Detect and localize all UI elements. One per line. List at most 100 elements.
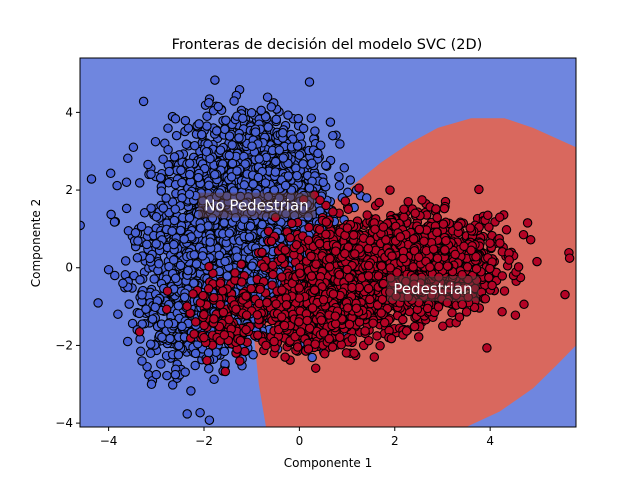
- data-point-pedestrian: [328, 207, 338, 217]
- data-point-pedestrian: [343, 204, 354, 215]
- data-point-no-pedestrian: [202, 111, 212, 122]
- data-point-no-pedestrian: [146, 169, 156, 179]
- data-point-pedestrian: [522, 218, 533, 228]
- data-point-pedestrian: [375, 341, 385, 351]
- data-point-pedestrian: [376, 261, 387, 271]
- data-point-no-pedestrian: [239, 180, 250, 190]
- data-point-pedestrian: [485, 238, 495, 248]
- data-point-no-pedestrian: [120, 256, 131, 266]
- data-point-pedestrian: [314, 238, 325, 249]
- data-point-no-pedestrian: [155, 173, 166, 183]
- data-point-pedestrian: [417, 195, 427, 205]
- data-point-no-pedestrian: [123, 153, 133, 164]
- data-point-no-pedestrian: [173, 301, 184, 311]
- data-point-no-pedestrian: [232, 166, 242, 176]
- data-point-no-pedestrian: [128, 142, 139, 153]
- data-point-pedestrian: [362, 210, 372, 220]
- data-point-no-pedestrian: [183, 265, 193, 276]
- data-point-no-pedestrian: [193, 172, 204, 183]
- data-point-pedestrian: [422, 303, 433, 314]
- data-point-no-pedestrian: [310, 126, 320, 136]
- data-point-no-pedestrian: [151, 369, 162, 380]
- data-point-pedestrian: [321, 229, 331, 240]
- data-point-pedestrian: [497, 307, 507, 317]
- data-point-pedestrian: [287, 218, 297, 229]
- data-point-no-pedestrian: [271, 114, 282, 125]
- data-point-no-pedestrian: [141, 304, 151, 314]
- data-point-pedestrian: [454, 312, 465, 322]
- data-point-no-pedestrian: [151, 212, 162, 222]
- data-point-no-pedestrian: [335, 139, 345, 149]
- data-point-no-pedestrian: [313, 148, 323, 159]
- data-point-no-pedestrian: [204, 97, 214, 108]
- data-point-pedestrian: [398, 314, 408, 325]
- data-point-no-pedestrian: [163, 144, 173, 155]
- data-point-no-pedestrian: [247, 141, 257, 151]
- data-point-pedestrian: [257, 247, 267, 258]
- data-point-no-pedestrian: [132, 253, 143, 263]
- data-point-no-pedestrian: [246, 108, 257, 118]
- data-point-no-pedestrian: [179, 292, 190, 303]
- data-point-pedestrian: [564, 253, 575, 263]
- data-point-no-pedestrian: [133, 236, 143, 246]
- data-point-no-pedestrian: [86, 174, 97, 184]
- data-point-pedestrian: [363, 260, 374, 271]
- data-point-no-pedestrian: [205, 237, 215, 247]
- data-point-pedestrian: [482, 343, 492, 353]
- data-point-no-pedestrian: [145, 253, 155, 264]
- data-point-no-pedestrian: [175, 260, 186, 271]
- data-point-no-pedestrian: [151, 239, 161, 249]
- data-point-no-pedestrian: [174, 340, 184, 351]
- data-point-no-pedestrian: [256, 105, 266, 116]
- data-point-no-pedestrian: [321, 160, 331, 171]
- data-point-pedestrian: [438, 321, 448, 331]
- data-point-no-pedestrian: [106, 209, 116, 220]
- data-point-no-pedestrian: [197, 251, 208, 261]
- data-point-pedestrian: [447, 308, 457, 318]
- data-point-no-pedestrian: [154, 259, 164, 269]
- data-point-no-pedestrian: [210, 169, 220, 180]
- data-point-no-pedestrian: [224, 228, 235, 238]
- data-point-pedestrian: [321, 217, 332, 227]
- data-point-no-pedestrian: [204, 180, 214, 191]
- data-point-pedestrian: [324, 262, 335, 272]
- data-point-no-pedestrian: [184, 158, 195, 169]
- data-point-pedestrian: [363, 243, 374, 254]
- data-point-no-pedestrian: [189, 250, 199, 260]
- data-point-no-pedestrian: [184, 169, 195, 180]
- data-point-pedestrian: [369, 352, 380, 362]
- data-point-no-pedestrian: [137, 290, 147, 300]
- data-point-no-pedestrian: [278, 128, 288, 138]
- data-point-no-pedestrian: [234, 133, 244, 143]
- data-point-no-pedestrian: [112, 180, 122, 191]
- data-point-pedestrian: [465, 223, 475, 233]
- data-point-pedestrian: [365, 294, 375, 305]
- data-point-pedestrian: [519, 299, 529, 310]
- data-point-no-pedestrian: [137, 356, 147, 366]
- data-point-pedestrian: [560, 289, 570, 300]
- data-point-no-pedestrian: [238, 113, 248, 124]
- data-point-no-pedestrian: [283, 171, 294, 181]
- data-point-no-pedestrian: [245, 221, 256, 232]
- data-point-no-pedestrian: [334, 171, 344, 182]
- data-point-no-pedestrian: [156, 359, 166, 369]
- data-point-no-pedestrian: [247, 261, 257, 271]
- data-point-no-pedestrian: [203, 348, 214, 358]
- data-point-no-pedestrian: [339, 163, 350, 173]
- data-point-no-pedestrian: [227, 140, 237, 150]
- data-point-no-pedestrian: [213, 101, 224, 112]
- data-point-no-pedestrian: [176, 165, 186, 176]
- data-point-pedestrian: [487, 280, 497, 291]
- data-point-no-pedestrian: [162, 370, 172, 381]
- data-point-no-pedestrian: [210, 75, 220, 85]
- data-point-pedestrian: [432, 212, 442, 223]
- data-point-no-pedestrian: [201, 147, 212, 157]
- data-point-no-pedestrian: [169, 152, 180, 162]
- data-point-no-pedestrian: [219, 346, 230, 357]
- data-point-no-pedestrian: [221, 115, 231, 126]
- data-point-no-pedestrian: [93, 298, 103, 308]
- data-point-pedestrian: [471, 264, 482, 274]
- data-point-pedestrian: [501, 225, 512, 235]
- data-point-no-pedestrian: [318, 177, 328, 188]
- data-point-no-pedestrian: [361, 193, 372, 203]
